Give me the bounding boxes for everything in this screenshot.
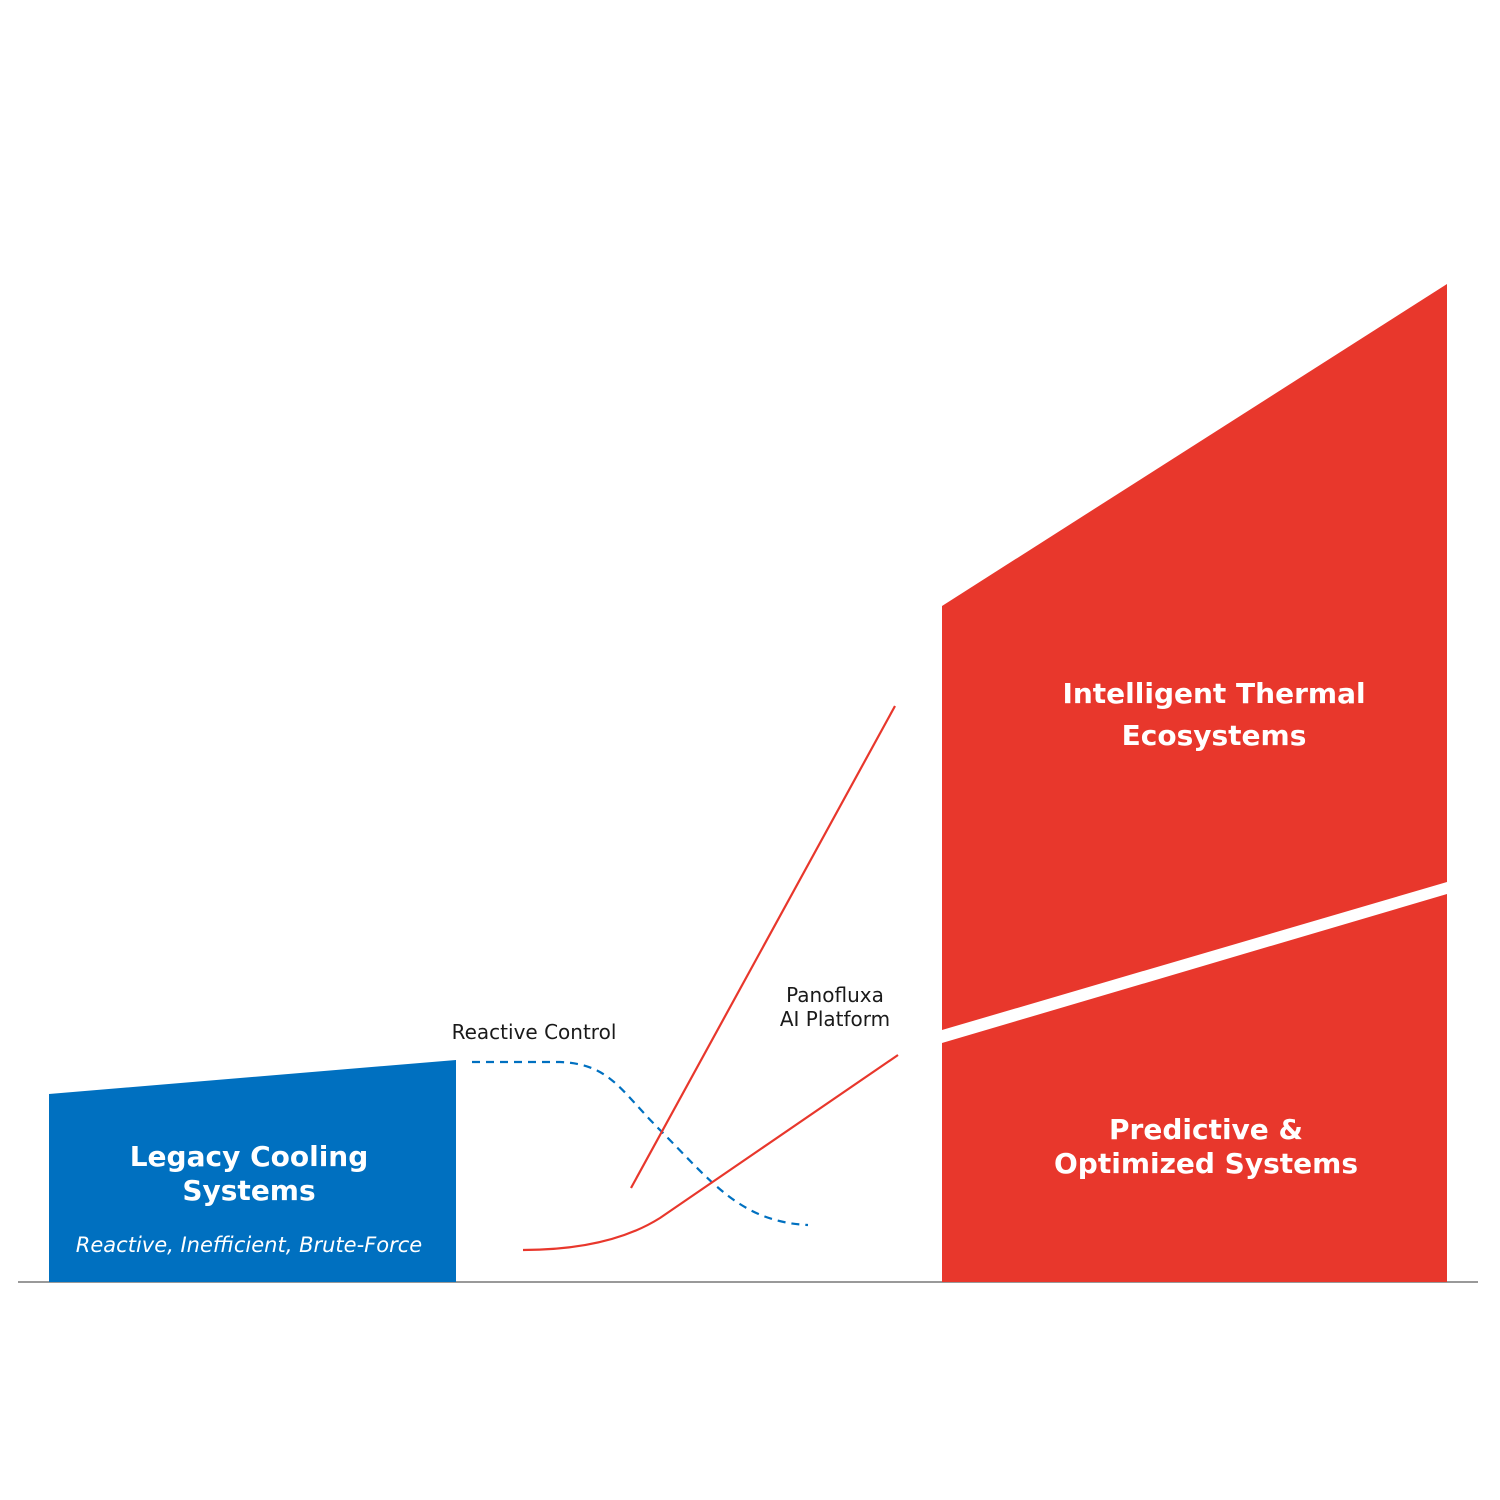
reactive-control-label: Reactive Control	[452, 1020, 617, 1044]
legacy-title-line2: Systems	[182, 1174, 315, 1207]
reactive-control-curve	[472, 1060, 809, 1227]
legacy-subtitle: Reactive, Inefficient, Brute-Force	[76, 1233, 422, 1257]
intelligent-title: Intelligent Thermal	[1062, 677, 1365, 710]
intelligent-block	[942, 284, 1447, 1030]
ai-platform-label: Panofluxa	[786, 983, 884, 1007]
predictive-block	[942, 894, 1447, 1282]
predictive-title-line2: Optimized Systems	[1054, 1147, 1358, 1180]
predictive-title: Predictive &	[1109, 1113, 1303, 1146]
legacy-title: Legacy Cooling	[130, 1140, 369, 1173]
ai-platform-steep-line	[630, 705, 896, 1189]
ai-platform-label-line2: AI Platform	[780, 1007, 890, 1031]
intelligent-title-line2: Ecosystems	[1122, 719, 1307, 752]
legacy-block	[49, 1060, 456, 1282]
ai-platform-growth-curve	[522, 1054, 899, 1252]
